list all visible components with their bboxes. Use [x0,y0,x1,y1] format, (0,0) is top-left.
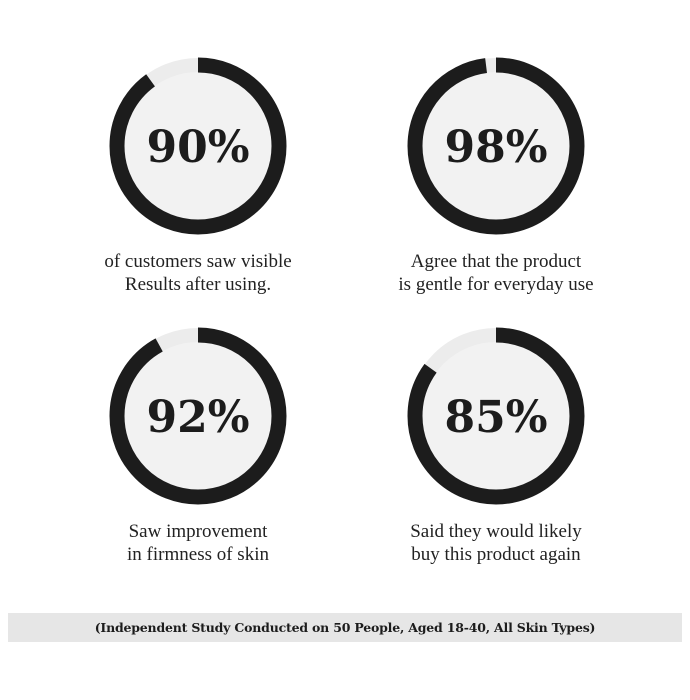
progress-ring: 85% [407,327,585,505]
stat-percentage: 90% [146,122,249,173]
progress-ring: 90% [109,57,287,235]
stat-percentage: 85% [444,392,547,443]
caption-line: Said they would likely [410,521,582,542]
stat-item: 98% Agree that the product is gentle for… [346,56,646,296]
progress-ring: 98% [407,57,585,235]
study-footnote-banner: (Independent Study Conducted on 50 Peopl… [8,613,682,642]
caption-line: in firmness of skin [127,544,269,565]
stat-item: 90% of customers saw visible Results aft… [48,56,348,296]
ring-progress-arc [407,57,585,235]
stat-item: 85% Said they would likely buy this prod… [346,326,646,566]
ring-progress-arc [109,327,287,505]
caption-line: Agree that the product [410,251,582,272]
ring-progress-arc [109,57,287,235]
stat-caption: of customers saw visible Results after u… [48,250,348,296]
stat-caption: Said they would likely buy this product … [346,520,646,566]
stat-caption: Saw improvement in firmness of skin [48,520,348,566]
progress-ring: 92% [109,327,287,505]
caption-line: is gentle for everyday use [398,274,594,295]
stat-percentage: 92% [146,392,249,443]
stat-caption: Agree that the product is gentle for eve… [346,250,646,296]
ring-progress-arc [407,327,585,505]
stat-percentage: 98% [444,122,547,173]
caption-line: buy this product again [411,544,581,565]
caption-line: Saw improvement [128,521,268,542]
caption-line: Results after using. [124,274,272,295]
caption-line: of customers saw visible [104,251,292,272]
stat-item: 92% Saw improvement in firmness of skin [48,326,348,566]
